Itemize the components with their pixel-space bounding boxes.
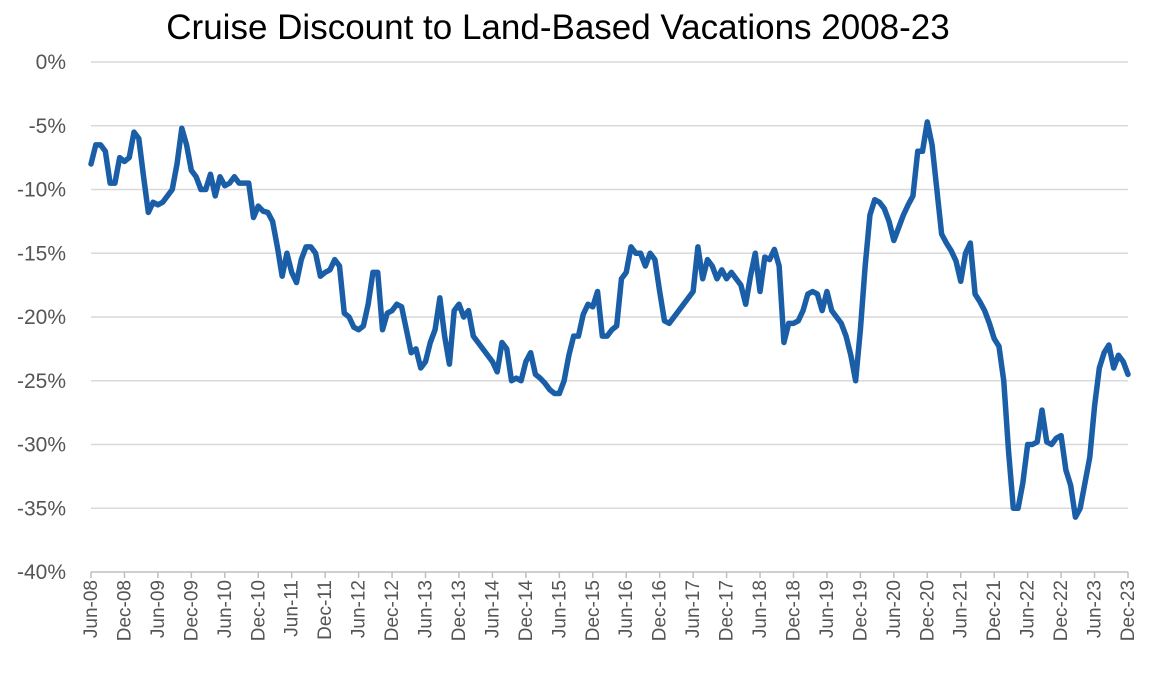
x-tick-label: Jun-08 — [81, 580, 102, 638]
x-tick-label: Dec-10 — [248, 580, 269, 641]
x-tick-label: Jun-11 — [282, 580, 303, 637]
x-tick-label: Dec-13 — [449, 580, 470, 641]
x-tick-label: Dec-23 — [1118, 580, 1139, 641]
x-axis: Jun-08 Dec-08 Jun-09 Dec-09 Jun-10 Dec-10 Jun-… — [81, 571, 1139, 642]
y-tick-label: -5% — [29, 115, 66, 138]
x-tick-label: Jun-21 — [951, 580, 972, 638]
x-tick-label: Dec-12 — [382, 580, 403, 641]
series-layer — [88, 119, 1131, 520]
x-tick-label: Jun-09 — [148, 580, 169, 638]
y-tick-label: -35% — [17, 497, 66, 520]
x-tick-label: Jun-13 — [416, 580, 437, 638]
x-tick-label: Jun-17 — [683, 580, 704, 638]
x-tick-label: Jun-16 — [616, 580, 637, 638]
gridlines — [91, 61, 1128, 509]
x-tick-label: Jun-14 — [482, 580, 503, 639]
y-axis-tick-labels: 0% -5% -10% -15% -20% -25% -30% -35% -40% — [17, 51, 66, 584]
x-tick-label: Dec-18 — [783, 580, 804, 641]
x-tick-label: Jun-22 — [1018, 580, 1039, 638]
y-tick-label: -15% — [17, 242, 66, 265]
x-tick-label: Dec-21 — [984, 580, 1005, 641]
y-tick-label: -20% — [17, 306, 66, 329]
series-line — [88, 119, 1131, 520]
x-tick-label: Jun-15 — [549, 580, 570, 638]
y-tick-label: -30% — [17, 434, 66, 457]
y-tick-label: -25% — [17, 370, 66, 393]
x-tick-label: Dec-16 — [650, 580, 671, 641]
y-tick-label: -40% — [17, 561, 66, 584]
x-tick-label: Jun-23 — [1085, 580, 1106, 638]
x-tick-label: Dec-17 — [717, 580, 738, 641]
x-tick-label: Dec-09 — [181, 580, 202, 641]
chart-title: Cruise Discount to Land-Based Vacations … — [166, 8, 950, 47]
x-tick-label: Dec-22 — [1051, 580, 1072, 641]
x-tick-label: Jun-18 — [750, 580, 771, 638]
y-tick-label: -10% — [17, 179, 66, 202]
x-tick-label: Dec-14 — [516, 580, 537, 642]
x-tick-label: Dec-20 — [917, 580, 938, 641]
y-tick-label: 0% — [36, 51, 66, 74]
x-tick-label: Dec-08 — [114, 580, 135, 641]
x-tick-label: Dec-19 — [850, 580, 871, 641]
x-tick-label: Dec-11 — [315, 580, 336, 640]
x-tick-label: Jun-12 — [349, 580, 370, 638]
x-tick-label: Dec-15 — [583, 580, 604, 641]
x-tick-label: Jun-19 — [817, 580, 838, 638]
x-tick-label: Jun-20 — [884, 580, 905, 638]
x-tick-label: Jun-10 — [215, 580, 236, 638]
